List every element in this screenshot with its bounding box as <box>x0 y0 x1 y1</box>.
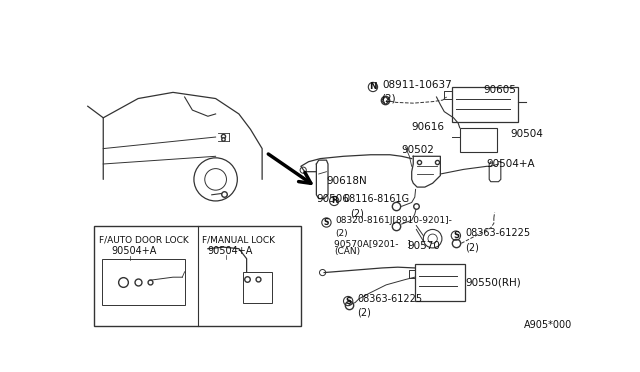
Text: (2): (2) <box>349 209 364 219</box>
Text: 08363-61225: 08363-61225 <box>465 228 531 238</box>
Text: R: R <box>331 196 337 205</box>
Text: 90506: 90506 <box>316 195 349 205</box>
Text: 08320-8161J[8910-9201]-: 08320-8161J[8910-9201]- <box>336 216 452 225</box>
Text: (CAN): (CAN) <box>334 247 360 256</box>
Text: 90504+A: 90504+A <box>208 246 253 256</box>
Text: S: S <box>345 296 351 305</box>
Text: 90570A[9201-   ]: 90570A[9201- ] <box>334 239 411 248</box>
Text: (2): (2) <box>336 230 348 238</box>
Text: F/AUTO DOOR LOCK: F/AUTO DOOR LOCK <box>99 235 189 245</box>
Text: A905*000: A905*000 <box>524 320 572 330</box>
Bar <box>102 259 186 305</box>
Text: 90570: 90570 <box>407 241 440 251</box>
Text: 08911-10637: 08911-10637 <box>382 80 452 90</box>
Text: 90618N: 90618N <box>326 176 367 186</box>
Bar <box>243 272 272 302</box>
Bar <box>415 264 465 301</box>
Text: (2): (2) <box>465 243 479 253</box>
Text: F/MANUAL LOCK: F/MANUAL LOCK <box>202 235 275 245</box>
Bar <box>94 226 301 326</box>
Text: 90504+A: 90504+A <box>486 158 535 169</box>
Text: 90605: 90605 <box>483 85 516 95</box>
Text: S: S <box>453 231 459 240</box>
Text: 90502: 90502 <box>402 145 435 155</box>
Text: N: N <box>369 83 377 92</box>
Text: (2): (2) <box>381 94 396 104</box>
Text: 90504+A: 90504+A <box>111 246 156 256</box>
Text: 90550(RH): 90550(RH) <box>465 278 521 288</box>
Bar <box>460 128 497 153</box>
Bar <box>452 87 518 122</box>
Text: S: S <box>324 218 329 227</box>
Text: 90616: 90616 <box>411 122 444 132</box>
Text: (2): (2) <box>358 308 371 318</box>
Text: 08363-61225: 08363-61225 <box>358 294 422 304</box>
Text: 08116-8161G: 08116-8161G <box>344 194 410 203</box>
Text: 90504: 90504 <box>510 129 543 140</box>
